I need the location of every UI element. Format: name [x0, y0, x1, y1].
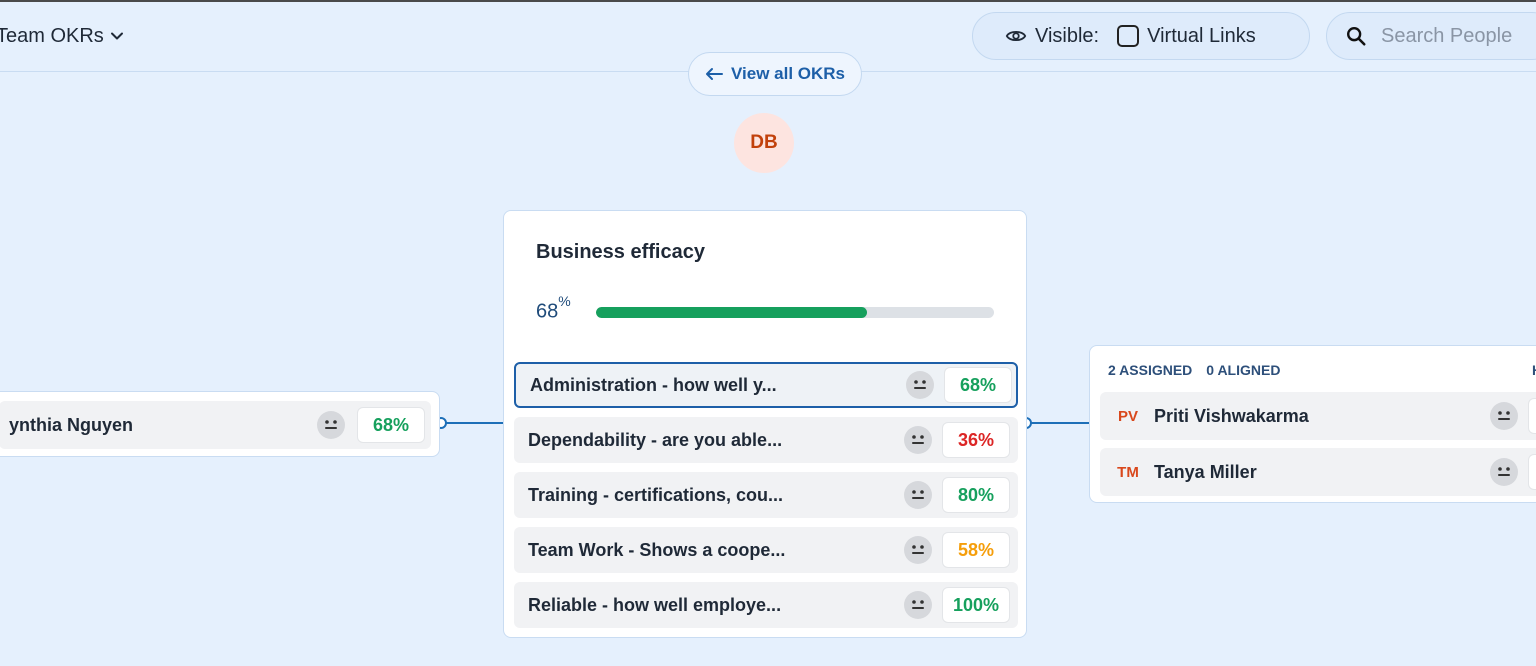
neutral-face-icon	[317, 411, 345, 439]
window-top-border	[0, 0, 1536, 2]
search-people-input[interactable]	[1381, 24, 1536, 48]
key-result-label: Training - certifications, cou...	[528, 484, 784, 505]
neutral-face-icon	[1490, 458, 1518, 486]
objective-title[interactable]: Business efficacy	[536, 241, 705, 263]
team-okrs-label: Team OKRs	[0, 24, 104, 47]
neutral-face-icon	[904, 536, 932, 564]
key-result-row[interactable]: Team Work - Shows a coope... 58%	[514, 527, 1018, 573]
parent-progress-value: 68%	[357, 407, 425, 443]
assigned-person-row[interactable]: PV Priti Vishwakarma	[1100, 392, 1536, 440]
person-name: Priti Vishwakarma	[1154, 405, 1309, 426]
person-name: Tanya Miller	[1154, 461, 1257, 482]
person-progress	[1528, 454, 1536, 490]
visible-label: Visible:	[1035, 24, 1100, 47]
assigned-people-card: 2 ASSIGNED 0 ALIGNED H PV Priti Vishwakar…	[1089, 345, 1536, 503]
neutral-face-icon	[906, 371, 934, 399]
objective-card: Business efficacy 68% Administration - h…	[503, 210, 1027, 638]
objective-progress-number: 68	[536, 300, 559, 323]
virtual-links-label[interactable]: Virtual Links	[1147, 24, 1256, 47]
view-all-okrs-label: View all OKRs	[730, 64, 845, 83]
assigned-person-row[interactable]: TM Tanya Miller	[1100, 448, 1536, 496]
key-result-label: Administration - how well y...	[530, 374, 777, 395]
key-result-progress: 100%	[942, 587, 1010, 623]
key-result-row[interactable]: Training - certifications, cou... 80%	[514, 472, 1018, 518]
header-bar: Team OKRs Visible: Virtual Links	[0, 2, 1536, 72]
parent-okr-row[interactable]: ynthia Nguyen 68%	[0, 401, 431, 449]
objective-progress-bar	[596, 307, 994, 318]
team-okrs-dropdown[interactable]: Team OKRs	[0, 22, 124, 50]
neutral-face-icon	[904, 426, 932, 454]
key-result-progress: 80%	[942, 477, 1010, 513]
neutral-face-icon	[904, 591, 932, 619]
connector-line-right	[1030, 422, 1090, 424]
key-result-row[interactable]: Administration - how well y... 68%	[514, 362, 1018, 408]
key-result-label: Reliable - how well employe...	[528, 594, 782, 615]
objective-progress-label: 68%	[536, 293, 571, 324]
objective-progress-fill	[596, 307, 867, 318]
owner-initials: DB	[750, 132, 778, 153]
truncated-header-label: H	[1532, 362, 1536, 378]
parent-owner-name: ynthia Nguyen	[9, 414, 134, 435]
person-progress	[1528, 398, 1536, 434]
connector-line-left	[446, 422, 504, 424]
person-initials-avatar: PV	[1117, 407, 1138, 425]
neutral-face-icon	[904, 481, 932, 509]
key-result-row[interactable]: Reliable - how well employe... 100%	[514, 582, 1018, 628]
parent-okr-card: ynthia Nguyen 68%	[0, 391, 440, 457]
view-all-okrs-button[interactable]: View all OKRs	[688, 52, 862, 96]
arrow-left-icon	[705, 68, 723, 80]
assignment-counts: 2 ASSIGNED 0 ALIGNED	[1108, 362, 1280, 378]
search-box	[1326, 12, 1536, 60]
percent-sign: %	[558, 293, 571, 309]
key-result-label: Team Work - Shows a coope...	[528, 539, 786, 560]
person-initials-avatar: TM	[1117, 463, 1139, 481]
neutral-face-icon	[1490, 402, 1518, 430]
assigned-count: 2 ASSIGNED	[1108, 362, 1193, 378]
visible-toggle-group: Visible: Virtual Links	[972, 12, 1310, 60]
key-result-label: Dependability - are you able...	[528, 429, 783, 450]
virtual-links-checkbox[interactable]	[1117, 25, 1140, 47]
eye-icon	[1005, 30, 1027, 42]
key-result-progress: 68%	[944, 367, 1012, 403]
key-result-progress: 36%	[942, 422, 1010, 458]
aligned-count: 0 ALIGNED	[1206, 362, 1281, 378]
search-icon	[1347, 27, 1366, 46]
chevron-down-icon	[110, 32, 123, 40]
owner-avatar[interactable]: DB	[734, 113, 794, 173]
key-result-progress: 58%	[942, 532, 1010, 568]
key-result-row[interactable]: Dependability - are you able... 36%	[514, 417, 1018, 463]
